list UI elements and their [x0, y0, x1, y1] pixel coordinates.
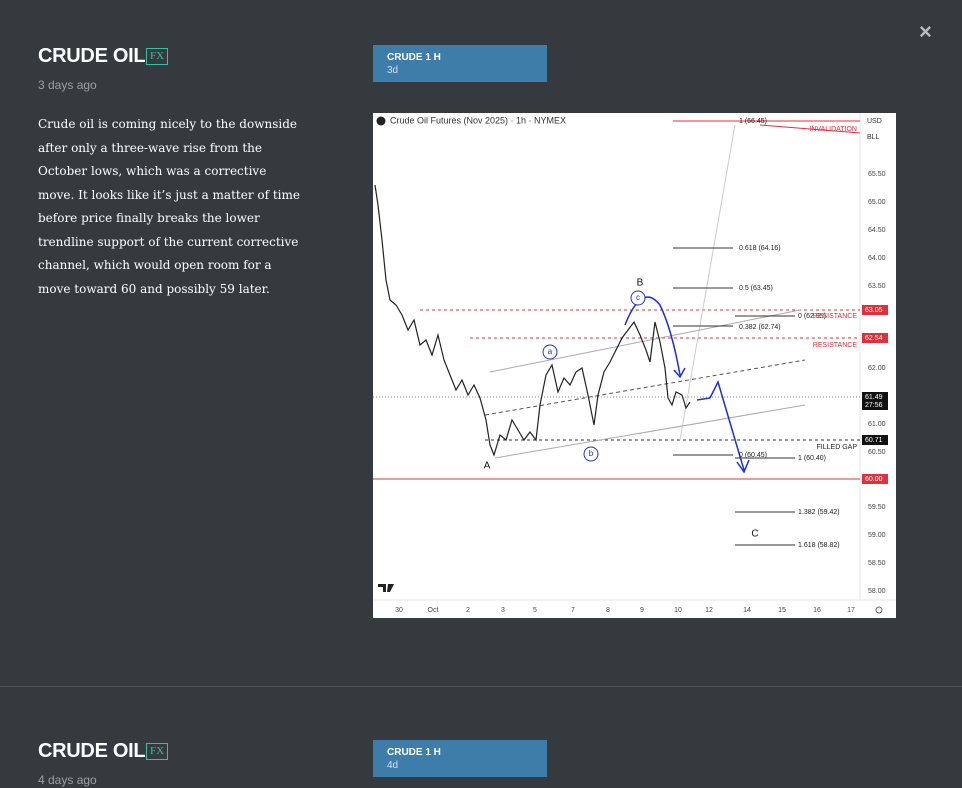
price-tick-label: 64.50 — [868, 227, 886, 234]
tab-title: CRUDE 1 H — [387, 52, 441, 63]
price-tag: 60.00 — [865, 476, 883, 483]
fib-label: 1.382 (59.42) — [798, 509, 840, 516]
date-tick-label: 2 — [466, 607, 470, 614]
chart-tab[interactable]: CRUDE 1 H 3d — [373, 45, 547, 82]
price-tag-bg — [862, 305, 888, 315]
annotation: INVALIDATION — [809, 126, 857, 133]
date-tick-label: 30 — [395, 607, 403, 614]
invalidation-line — [759, 124, 861, 134]
price-tag: 27:56 — [865, 402, 883, 409]
wave-circle — [583, 446, 599, 462]
unit: BLL — [867, 134, 880, 141]
date-tick-label: 17 — [847, 607, 855, 614]
annotation: RESISTANCE — [813, 342, 858, 349]
fib-label: 0 (62.95) — [798, 313, 826, 320]
post-title: CRUDE OIL — [38, 740, 146, 762]
date-tick-label: 10 — [674, 607, 682, 614]
price-tick-label: 65.50 — [868, 171, 886, 178]
price-tag: 62.54 — [865, 335, 883, 342]
price-tag: 61.49 — [865, 394, 883, 401]
date-tick-label: 8 — [606, 607, 610, 614]
post-time: 3 days ago — [38, 78, 97, 92]
annotation: FILLED GAP — [817, 444, 858, 451]
price-tick-label: 58.50 — [868, 560, 886, 567]
wave-circle — [542, 344, 558, 360]
chart-bg — [373, 113, 896, 618]
price-tick-label: 59.00 — [868, 532, 886, 539]
chart-image: Crude Oil Futures (Nov 2025) · 1h · NYME… — [373, 113, 896, 618]
post-body: Crude oil is coming nicely to the downsi… — [38, 117, 300, 296]
currency: USD — [867, 118, 882, 125]
fib-lines — [673, 247, 795, 546]
price-tag-bg — [862, 474, 888, 484]
fib-label: 0.618 (64.16) — [739, 245, 781, 252]
price-tick-label: 61.00 — [868, 421, 886, 428]
wave-label: C — [751, 529, 758, 540]
price-tick-label: 59.50 — [868, 504, 886, 511]
arrow-head — [736, 459, 750, 474]
fib-label: 1 (66.45) — [739, 118, 767, 125]
price-tag-bg — [862, 333, 888, 343]
annotation: RESISTANCE — [813, 313, 858, 320]
wave-label: B — [637, 278, 644, 289]
tab-sub: 4d — [387, 760, 399, 771]
fib-label: 0.382 (62.74) — [739, 324, 781, 331]
date-tick-label: 5 — [533, 607, 537, 614]
price-tag-bg — [862, 435, 888, 445]
price-tag: 63.05 — [865, 307, 883, 314]
channel-line — [494, 404, 806, 459]
chart-header: Crude Oil Futures (Nov 2025) · 1h · NYME… — [390, 115, 566, 125]
price-tag-bg — [862, 392, 888, 402]
wave-circle — [630, 290, 646, 306]
date-tick-label: 15 — [778, 607, 786, 614]
logo — [378, 584, 394, 592]
channel-line — [484, 359, 806, 416]
date-tick-label: 7 — [571, 607, 575, 614]
chart-tab[interactable]: CRUDE 1 H 4d — [373, 740, 547, 777]
tab-title: CRUDE 1 H — [387, 747, 441, 758]
price-tick-label: 58.00 — [868, 588, 886, 595]
channel-line — [489, 309, 801, 373]
price-series — [374, 184, 691, 457]
wave-label: c — [636, 293, 640, 302]
price-tick-label: 62.00 — [868, 365, 886, 372]
wave-label: a — [548, 347, 553, 356]
separator — [0, 686, 962, 687]
symbol-icon — [376, 116, 386, 126]
fib-guide — [679, 124, 736, 441]
price-tick-label: 64.00 — [868, 255, 886, 262]
badge: FX — [146, 48, 169, 65]
wave-label: b — [589, 449, 594, 458]
arrow-head — [673, 367, 686, 379]
price-tag-bg — [862, 400, 888, 410]
tab-sub: 3d — [387, 65, 399, 76]
date-tick-label: 16 — [813, 607, 821, 614]
date-tick-label: 14 — [743, 607, 751, 614]
wave-label: A — [484, 461, 491, 472]
date-tick-label: 9 — [640, 607, 644, 614]
post-time: 4 days ago — [38, 773, 97, 787]
settings-icon[interactable] — [875, 606, 883, 614]
date-tick-label: 12 — [705, 607, 713, 614]
fib-label: 0.5 (63.45) — [739, 285, 773, 292]
fib-label: 1.618 (58.82) — [798, 542, 840, 549]
price-tag: 60.71 — [865, 437, 883, 444]
badge: FX — [146, 743, 169, 760]
date-tick-label: 3 — [501, 607, 505, 614]
price-tick-label: 60.50 — [868, 449, 886, 456]
price-tick-label: 65.00 — [868, 199, 886, 206]
fib-label: 1 (60.40) — [798, 455, 826, 462]
close-button[interactable]: × — [919, 19, 932, 44]
post-title: CRUDE OIL — [38, 45, 146, 67]
wave-arrow — [696, 379, 745, 471]
fib-label: 0 (60.45) — [739, 452, 767, 459]
date-tick-label: Oct — [428, 607, 439, 614]
price-tick-label: 63.50 — [868, 283, 886, 290]
